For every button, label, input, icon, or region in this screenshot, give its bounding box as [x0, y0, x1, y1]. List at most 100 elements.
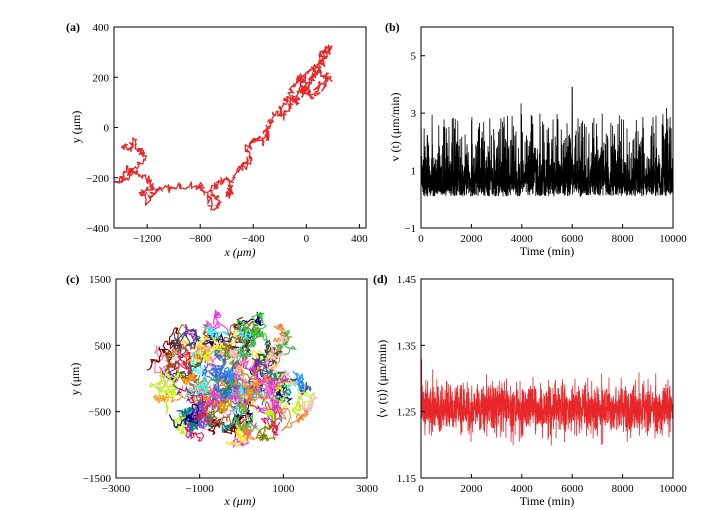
xtick-label: 6000	[561, 233, 584, 245]
xtick-label: −800	[189, 233, 212, 245]
panel-c-frame	[115, 278, 368, 479]
trajectory-107	[184, 374, 209, 399]
panel-letter-a: (a)	[66, 20, 80, 34]
trajectory-81	[166, 351, 193, 376]
trajectory-72	[202, 322, 246, 359]
xtick-label: 10000	[659, 483, 687, 495]
xtick-label: 2000	[460, 233, 483, 245]
panel-b-xlabel: Time (min)	[520, 244, 575, 258]
xtick-label: −3000	[102, 483, 131, 495]
ytick-label: −1500	[83, 473, 112, 485]
trajectory-109	[149, 370, 180, 398]
trajectory-62	[274, 330, 298, 359]
ytick-label: −200	[86, 173, 109, 185]
trajectory-95	[168, 403, 200, 429]
ytick-label: −1	[404, 223, 416, 235]
ytick-label: 0	[104, 123, 110, 135]
trajectory-40	[153, 385, 185, 404]
trajectory-67	[237, 326, 252, 357]
panel-c-ticks: −3000 −1000 1000 3000 −1500 −500 500 1500	[83, 274, 379, 495]
panel-letter-c: (c)	[66, 272, 79, 286]
trajectory-98	[215, 366, 235, 388]
trajectory-104	[203, 365, 233, 394]
xtick-label: −1000	[186, 483, 215, 495]
panel-d-xlabel: Time (min)	[520, 494, 575, 508]
ytick-label: 1.15	[397, 473, 417, 485]
ytick-label: 5	[411, 51, 417, 63]
ytick-label: 1500	[89, 274, 112, 286]
panel-a-frame	[113, 26, 367, 229]
ytick-label: 1	[411, 166, 417, 178]
trajectory-35	[231, 311, 264, 336]
trajectory-94	[255, 415, 276, 442]
panel-d-ylabel: ⟨v (t)⟩ (μm/min)	[375, 340, 389, 418]
panel-d-ticks: 0 2000 4000 6000 8000 10000 1.15 1.25 1.35 1.45	[397, 274, 688, 495]
panel-b-ticks: 0 2000 4000 6000 8000 10000 −1 1 3 5	[404, 51, 687, 245]
trajectory-68	[258, 382, 284, 415]
xtick-label: 400	[351, 233, 368, 245]
xtick-label: 10000	[659, 233, 687, 245]
mean-speed-series-line	[421, 358, 673, 446]
trajectory-50	[297, 382, 318, 414]
trajectory-77	[191, 385, 242, 419]
panel-d-plot-area	[421, 358, 673, 446]
trajectory-100	[244, 368, 280, 408]
xtick-label: 4000	[511, 483, 534, 495]
speed-series-line	[421, 86, 673, 198]
panel-letter-d: (d)	[373, 272, 388, 286]
ytick-label: 500	[95, 340, 112, 352]
ytick-label: 400	[93, 22, 110, 34]
xtick-label: 1000	[272, 483, 295, 495]
panel-c-xlabel: x (μm)	[223, 494, 255, 508]
ytick-label: 200	[93, 72, 110, 84]
trajectory-87	[202, 325, 229, 340]
xtick-label: −400	[242, 233, 265, 245]
ytick-label: 1.45	[397, 274, 417, 286]
xtick-label: 8000	[612, 233, 635, 245]
trajectory-103	[225, 425, 249, 448]
panel-d-frame	[420, 278, 674, 479]
panel-a-xlabel: x (μm)	[223, 245, 255, 259]
trajectory-18	[228, 358, 266, 403]
xtick-label: 6000	[561, 483, 584, 495]
trajectory-36	[160, 353, 204, 383]
trajectory-108	[242, 360, 289, 393]
xtick-label: 0	[418, 483, 424, 495]
trajectory-96	[171, 328, 202, 350]
trajectory-60	[214, 387, 233, 414]
panel-a-plot-area	[114, 44, 333, 211]
panel-b-frame	[420, 26, 674, 229]
xtick-label: 4000	[511, 233, 534, 245]
panel-letter-b: (b)	[385, 20, 400, 34]
xtick-label: 8000	[612, 483, 635, 495]
trajectory-106	[168, 345, 206, 423]
trajectory-88	[205, 371, 244, 410]
panel-a-ticks: −1200 −800 −400 0 400 −400 −200 0 200 400	[86, 22, 368, 245]
panel-c-trajectories: (c) −3000 −1000 1000 3000 −1500 −500 500 1500 x…	[66, 272, 379, 508]
panel-a-trajectory: (a) −1200 −800 −400 0 400 −400 −200 0 200 400 x (…	[66, 20, 368, 259]
trajectory-97	[254, 379, 275, 400]
panel-a-ylabel: y (μm)	[69, 111, 83, 144]
trajectory-73	[146, 345, 175, 371]
trajectory-83	[181, 329, 222, 366]
trajectory-79	[238, 411, 259, 434]
trajectory-99	[250, 312, 268, 342]
trajectory-105	[239, 392, 267, 441]
trajectory-93	[161, 327, 181, 356]
panel-d-mean-speed: (d) 0 2000 4000 6000 8000 10000 1.15 1.25 1.35 1.…	[373, 272, 687, 508]
xtick-label: 3000	[356, 483, 379, 495]
panel-b-plot-area	[421, 86, 673, 198]
panel-b-ylabel: v (t) (μm/min)	[388, 92, 402, 161]
ytick-label: 3	[411, 108, 417, 120]
trajectory-28	[204, 309, 229, 334]
ytick-label: 1.35	[397, 340, 417, 352]
ytick-label: 1.25	[397, 407, 417, 419]
panel-b-speed: (b) 0 2000 4000 6000 8000 10000 −1 1 3 5 Time (mi…	[385, 20, 687, 258]
panel-c-plot-area	[146, 309, 318, 449]
xtick-label: 0	[304, 233, 310, 245]
trajectory-56	[228, 331, 256, 357]
xtick-label: 0	[418, 233, 424, 245]
ytick-label: −400	[86, 223, 109, 235]
trajectory-64	[201, 346, 226, 377]
